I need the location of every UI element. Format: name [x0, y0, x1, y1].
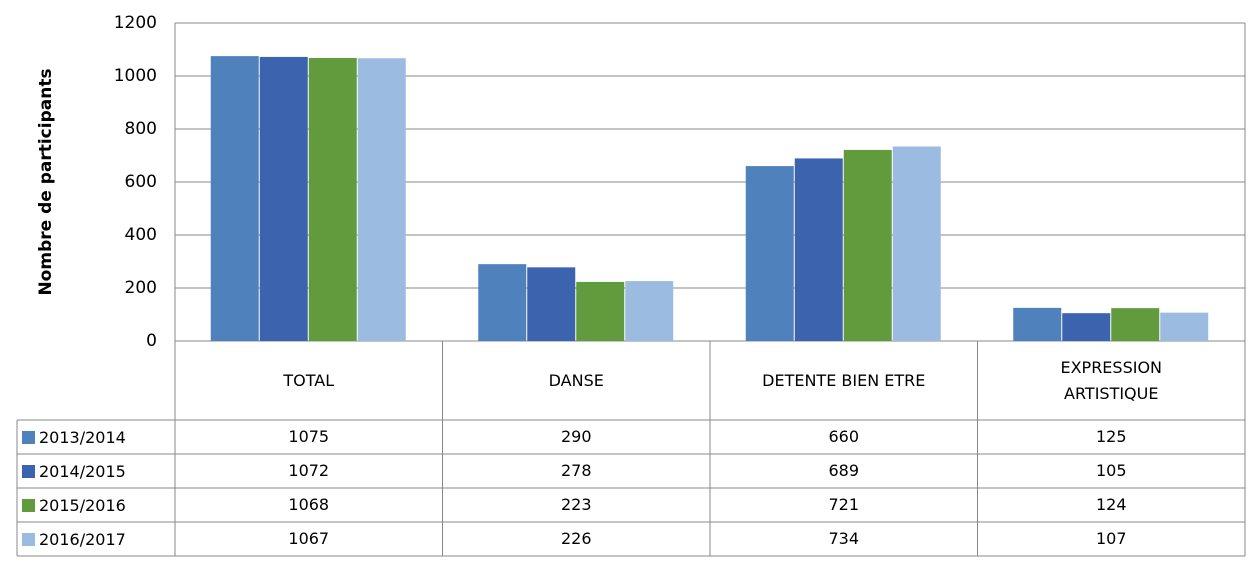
bar: [527, 267, 576, 341]
table-value-text: 223: [560, 495, 592, 514]
bar: [357, 58, 406, 342]
table-value: 105: [978, 454, 1246, 488]
table-value-text: 1068: [288, 495, 330, 514]
bar: [745, 166, 794, 341]
category-label-text: DETENTE BIEN ETRE: [762, 370, 926, 390]
bar: [1111, 308, 1160, 341]
table-value: 1067: [175, 522, 443, 556]
table-value-text: 278: [560, 461, 592, 480]
legend-swatch: [22, 430, 35, 444]
legend-entry: 2015/2016: [17, 488, 175, 522]
y-tick-label: 0: [146, 331, 157, 351]
y-tick-label: 800: [125, 119, 157, 139]
legend-label: 2013/2014: [39, 427, 126, 447]
table-value-text: 107: [1095, 529, 1127, 548]
legend-swatch: [22, 464, 35, 478]
bar: [308, 57, 357, 341]
category-label-text: EXPRESSION ARTISTIQUE: [1060, 357, 1163, 403]
bar: [210, 56, 259, 341]
legend-label: 2014/2015: [39, 461, 126, 481]
y-tick-label: 1000: [114, 66, 157, 86]
legend-label: 2016/2017: [39, 529, 126, 549]
table-value-text: 734: [828, 529, 860, 548]
table-value: 290: [443, 420, 711, 454]
y-tick-label: 200: [125, 278, 157, 298]
legend-swatch: [22, 532, 35, 546]
table-value: 124: [978, 488, 1246, 522]
legend-entry: 2014/2015: [17, 454, 175, 488]
table-value-text: 226: [560, 529, 592, 548]
category-label-text: DANSE: [548, 370, 604, 390]
table-value: 660: [710, 420, 978, 454]
table-value: 226: [443, 522, 711, 556]
table-value: 1075: [175, 420, 443, 454]
y-tick-label: 600: [125, 172, 157, 192]
bar: [892, 146, 941, 341]
table-value-text: 1072: [288, 461, 330, 480]
table-value-text: 689: [828, 461, 860, 480]
bar: [843, 149, 892, 341]
table-value-text: 125: [1095, 427, 1127, 446]
table-value: 721: [710, 488, 978, 522]
category-label: DETENTE BIEN ETRE: [710, 341, 978, 420]
bar: [1062, 313, 1111, 341]
table-value-text: 1067: [288, 529, 330, 548]
y-tick-label: 400: [125, 225, 157, 245]
bar: [576, 281, 625, 341]
bar: [1160, 312, 1209, 341]
bar: [259, 56, 308, 342]
bar: [478, 264, 527, 341]
table-value-text: 290: [560, 427, 592, 446]
y-axis-label: Nombre de participants: [36, 68, 56, 295]
legend-swatch: [22, 498, 35, 512]
bar: [794, 158, 843, 341]
category-label: EXPRESSION ARTISTIQUE: [978, 341, 1246, 420]
table-value: 1068: [175, 488, 443, 522]
table-value: 107: [978, 522, 1246, 556]
table-value-text: 124: [1095, 495, 1127, 514]
legend-label: 2015/2016: [39, 495, 126, 515]
table-value: 223: [443, 488, 711, 522]
table-value: 1072: [175, 454, 443, 488]
bar: [1013, 307, 1062, 341]
table-value-text: 105: [1095, 461, 1127, 480]
table-value: 125: [978, 420, 1246, 454]
category-label: DANSE: [443, 341, 711, 420]
legend-entry: 2013/2014: [17, 420, 175, 454]
bar: [625, 281, 674, 341]
table-value: 734: [710, 522, 978, 556]
table-value-text: 1075: [288, 427, 330, 446]
table-value: 278: [443, 454, 711, 488]
y-tick-label: 1200: [114, 13, 157, 33]
table-value-text: 721: [828, 495, 860, 514]
category-label: TOTAL: [175, 341, 443, 420]
category-label-text: TOTAL: [283, 370, 335, 390]
table-value-text: 660: [828, 427, 860, 446]
legend-entry: 2016/2017: [17, 522, 175, 556]
table-value: 689: [710, 454, 978, 488]
